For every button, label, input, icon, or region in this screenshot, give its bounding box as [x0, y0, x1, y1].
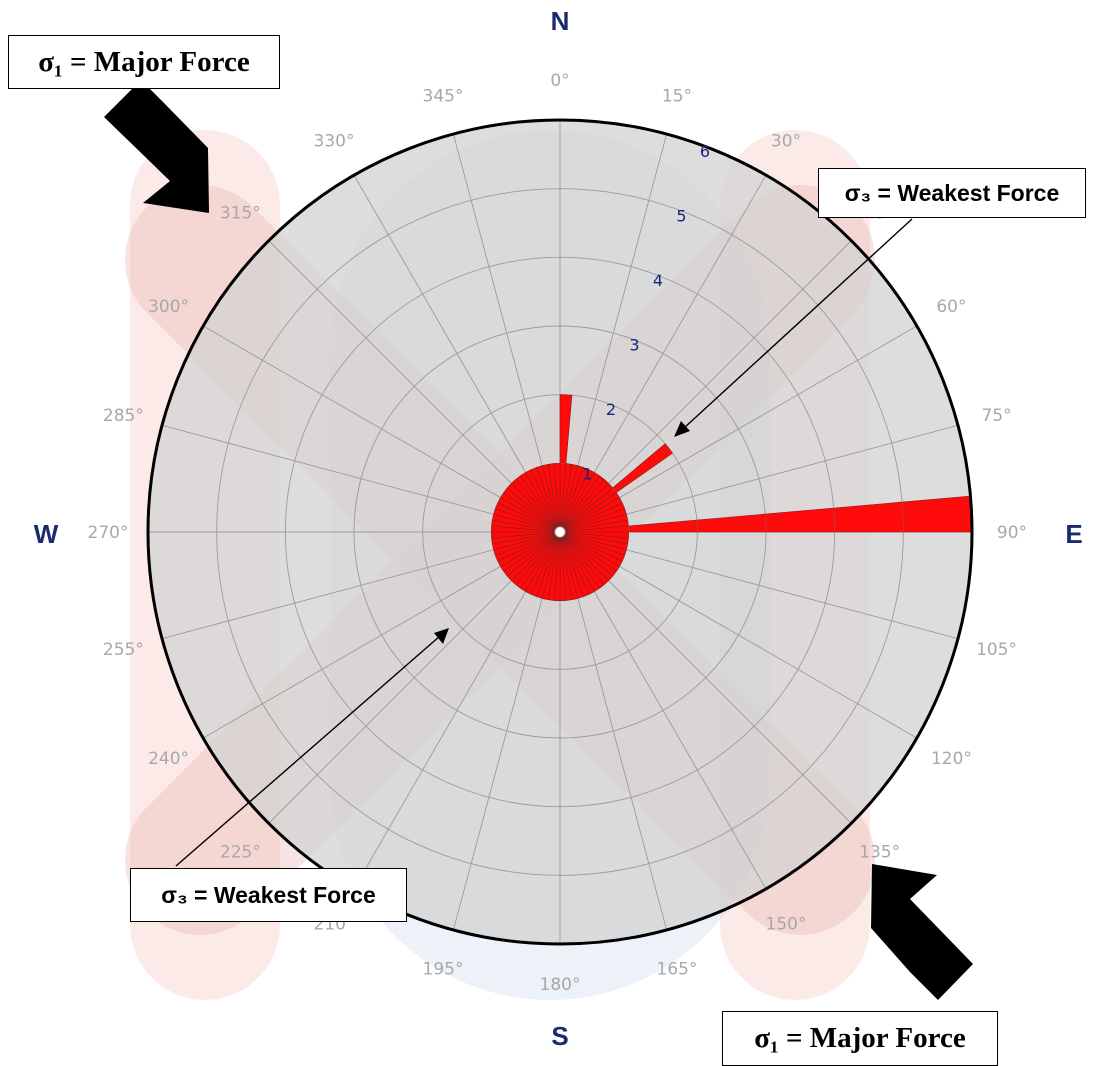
angle-tick-label: 150°: [766, 914, 807, 934]
angle-tick-label: 90°: [997, 523, 1027, 543]
rose-bar-band: [696, 519, 698, 533]
angle-tick-label: 165°: [657, 960, 698, 980]
radial-tick-label: 3: [629, 335, 639, 354]
rose-bar-band: [764, 514, 767, 533]
angle-tick-label: 180°: [540, 975, 581, 995]
sigma1-arrow-nw: [104, 80, 209, 213]
angle-tick-label: 285°: [103, 406, 144, 426]
radial-tick-label: 5: [676, 206, 686, 225]
sigma1-label-bottom: σ₁ = Major Force: [722, 1011, 998, 1066]
radial-tick-label: 4: [653, 271, 663, 290]
outer-ring: [146, 118, 974, 946]
angle-tick-label: 300°: [148, 297, 189, 317]
radial-tick-label: 2: [606, 400, 616, 419]
angle-tick-label: 195°: [423, 960, 464, 980]
sigma3-label-right: σ₃ = Weakest Force: [818, 168, 1086, 218]
angle-tick-label: 135°: [859, 843, 900, 863]
angle-tick-label: 330°: [314, 132, 355, 152]
angle-tick-label: 15°: [662, 86, 692, 106]
radial-tick-label: 1: [582, 464, 592, 483]
bar-series: [491, 394, 973, 601]
cardinal-east: E: [1065, 519, 1082, 549]
sigma1-label-top: σ₁ = Major Force: [8, 35, 280, 89]
sigma1-label-top-text: σ₁ = Major Force: [38, 45, 250, 78]
center-point: [554, 526, 566, 538]
angle-tick-label: 120°: [931, 749, 972, 769]
sigma3-label-left-text: σ₃ = Weakest Force: [161, 881, 376, 908]
sigma3-label-left: σ₃ = Weakest Force: [130, 868, 407, 922]
rose-bar: [559, 443, 673, 533]
angle-tick-label: 75°: [982, 406, 1012, 426]
sigma3-pointer-right: [674, 218, 913, 437]
angle-tick-label: 30°: [771, 132, 801, 152]
angle-tick-label: 270°: [88, 523, 129, 543]
cardinal-north: N: [551, 6, 570, 36]
angle-tick-label: 255°: [103, 640, 144, 660]
radial-tick-labels: 1 2 3 4 5 6: [582, 142, 710, 484]
angle-tick-label: 105°: [976, 640, 1017, 660]
cardinal-west: W: [34, 519, 59, 549]
sigma3-label-right-text: σ₃ = Weakest Force: [844, 179, 1060, 206]
angle-tick-label: 240°: [148, 749, 189, 769]
angle-tick-label: 0°: [550, 71, 569, 91]
angle-tick-label: 315°: [220, 203, 261, 223]
cardinal-south: S: [551, 1021, 568, 1051]
sigma1-label-bottom-text: σ₁ = Major Force: [754, 1022, 966, 1054]
rose-bar-band: [901, 502, 904, 533]
rose-bar-band: [833, 508, 836, 533]
radial-tick-label: 6: [700, 142, 710, 161]
sigma3-pointer-left: [175, 628, 449, 867]
angle-tick-label: 345°: [423, 86, 464, 106]
angle-tick-label: 60°: [936, 297, 966, 317]
angle-tick-label: 225°: [220, 843, 261, 863]
rose-bar: [553, 463, 561, 533]
sigma1-arrow-se: [871, 864, 973, 1000]
